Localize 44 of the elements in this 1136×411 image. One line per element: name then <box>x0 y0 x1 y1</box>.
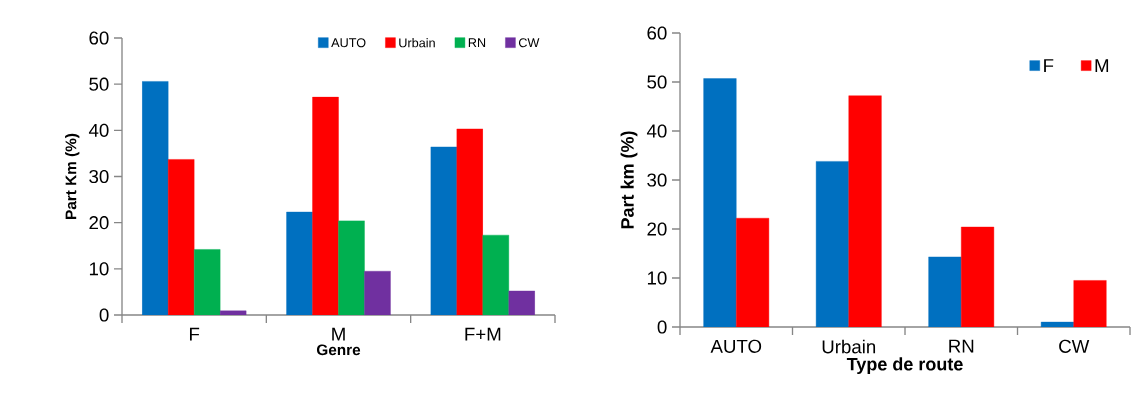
x-axis-title: Type de route <box>846 357 963 375</box>
bar <box>312 96 339 315</box>
bar <box>430 146 458 315</box>
bar <box>456 128 484 315</box>
bar <box>219 310 247 315</box>
bar <box>508 290 535 315</box>
y-tick-label: 30 <box>647 173 667 187</box>
x-tick-label: AUTO <box>710 339 762 353</box>
legend-label: F <box>1044 59 1054 73</box>
legend-label: Urbain <box>399 38 435 48</box>
y-tick-label: 50 <box>647 75 667 89</box>
y-tick-label: 0 <box>99 308 109 322</box>
y-tick-label: 10 <box>89 262 109 276</box>
y-tick-label: 60 <box>647 26 667 40</box>
x-tick-label: F+M <box>465 327 501 341</box>
bar <box>286 211 313 315</box>
y-tick-label: 10 <box>647 271 667 285</box>
x-tick-label: CW <box>1059 339 1090 353</box>
legend-label: CW <box>518 38 540 48</box>
bar <box>142 81 169 315</box>
legend-label: AUTO <box>331 38 366 48</box>
y-tick-label: 20 <box>647 222 667 236</box>
x-tick-label: Urbain <box>822 339 876 354</box>
bar <box>703 78 737 327</box>
y-tick-label: 0 <box>657 320 667 334</box>
y-tick-label: 50 <box>89 77 109 91</box>
x-tick-label: F <box>189 327 200 341</box>
legend-label: RN <box>468 38 486 48</box>
bar <box>928 256 962 327</box>
y-axis-title: Part Km (%) <box>65 133 80 219</box>
y-tick-label: 20 <box>89 216 109 230</box>
bar <box>167 159 195 315</box>
y-axis-title: Part km (%) <box>620 131 638 229</box>
y-tick-label: 40 <box>88 123 109 137</box>
bar <box>364 270 391 315</box>
legend-label: M <box>1095 59 1109 73</box>
y-tick-label: 30 <box>89 169 109 184</box>
bar <box>1040 321 1074 327</box>
x-axis-title: Genre <box>316 344 361 356</box>
y-tick-label: 60 <box>89 31 109 45</box>
x-tick-label: M <box>332 327 345 341</box>
y-tick-label: 40 <box>646 124 667 138</box>
x-tick-label: RN <box>949 339 974 353</box>
bar <box>815 161 849 327</box>
